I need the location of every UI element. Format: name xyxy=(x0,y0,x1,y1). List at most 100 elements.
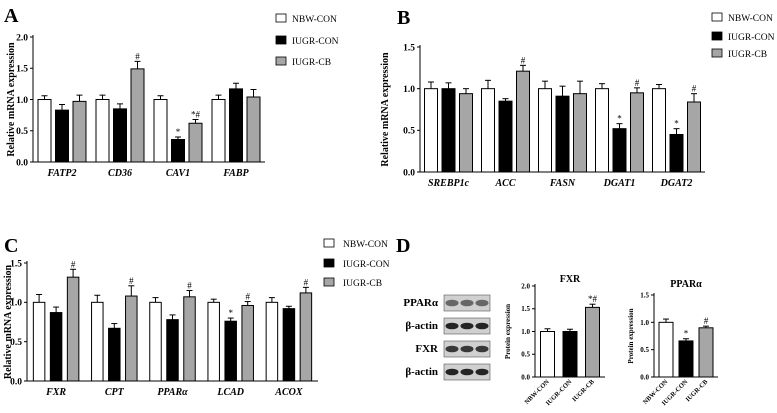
legend-swatch-nbw xyxy=(323,238,335,248)
y-tick-label: 0.5 xyxy=(521,351,530,359)
bar-CD36-NBW-CON xyxy=(95,99,110,163)
significance-mark: * xyxy=(617,114,622,124)
bar-ACOX-IUGR-CON xyxy=(282,308,296,382)
y-tick-label: 2.0 xyxy=(16,33,28,43)
bar-CAV1-IUGR-CB xyxy=(188,122,203,163)
legend-label-cb: IUGR-CB xyxy=(343,279,382,289)
category-label: CPT xyxy=(105,387,125,398)
bar-CAV1-NBW-CON xyxy=(153,99,168,163)
significance-mark: # xyxy=(129,276,134,286)
category-label: FABP xyxy=(222,168,249,179)
bar-FATP2-NBW-CON xyxy=(37,99,52,163)
category-label: LCAD xyxy=(216,387,244,398)
significance-mark: # xyxy=(245,292,250,302)
legend-label-cb: IUGR-CB xyxy=(292,58,331,68)
bar-PPARα-NBW-CON xyxy=(149,301,162,382)
category-label: DGAT1 xyxy=(603,178,636,189)
category-label: FATP2 xyxy=(46,168,76,179)
western-blot: PPARα β-actin FXR β-actin xyxy=(403,294,491,381)
y-tick-label: 0.5 xyxy=(640,346,649,354)
significance-mark: # xyxy=(71,259,76,269)
bar-DGAT2-IUGR-CB xyxy=(687,101,701,173)
bar-ACC-IUGR-CON xyxy=(498,100,513,173)
significance-mark: # xyxy=(304,277,309,287)
y-axis-label: Relative mRNA expression xyxy=(6,42,17,157)
chart-title: PPARα xyxy=(670,279,702,290)
panel-letter: D xyxy=(396,235,410,257)
blot-band xyxy=(460,322,474,330)
bar-FASN-IUGR-CB xyxy=(573,93,587,173)
y-axis-label: Protein expression xyxy=(627,308,635,363)
significance-mark: # xyxy=(692,84,697,94)
y-tick-label: 1.5 xyxy=(10,259,22,269)
chart-title: FXR xyxy=(560,274,581,285)
bar-FASN-IUGR-CON xyxy=(555,95,570,173)
y-tick-label: 0.0 xyxy=(640,373,649,381)
legend-label-iugr: IUGR-CON xyxy=(728,33,775,43)
y-tick-label: 1.0 xyxy=(640,319,649,327)
blot-band xyxy=(445,299,459,307)
legend-label-nbw: NBW-CON xyxy=(728,14,773,24)
bar-FXR-NBW-CON xyxy=(32,301,46,382)
significance-mark: # xyxy=(521,55,526,65)
y-tick-label: 1.5 xyxy=(16,65,28,75)
category-label: IUGR-CB xyxy=(571,378,596,403)
bar-PPARα-IUGR-CON xyxy=(166,319,179,382)
blot-band xyxy=(445,345,459,353)
legend-panel-b: NBW-CON IUGR-CON IUGR-CB xyxy=(711,12,775,60)
y-tick-label: 0.0 xyxy=(16,158,28,168)
legend-panel-c: NBW-CON IUGR-CON IUGR-CB xyxy=(323,238,390,289)
significance-mark: * xyxy=(684,329,689,339)
y-tick-label: 1.5 xyxy=(640,291,649,299)
blot-band xyxy=(460,345,474,353)
legend-panel-a: NBW-CON IUGR-CON IUGR-CB xyxy=(275,13,339,68)
blot-band xyxy=(445,368,459,376)
legend-swatch-cb xyxy=(275,56,287,66)
bar-SREBP1c-NBW-CON xyxy=(424,88,438,173)
bar-NBW-CON xyxy=(658,321,674,378)
bar-DGAT2-IUGR-CON xyxy=(669,134,684,173)
bar-ACOX-IUGR-CB xyxy=(299,292,313,382)
blot-band xyxy=(475,322,489,330)
significance-mark: * xyxy=(674,119,679,129)
legend-swatch-nbw xyxy=(711,12,723,22)
legend-label-cb: IUGR-CB xyxy=(728,50,767,60)
bar-ACC-NBW-CON xyxy=(481,88,495,173)
blot-label-fxr: FXR xyxy=(415,343,439,355)
bar-IUGR-CB xyxy=(585,306,600,378)
bar-IUGR-CON xyxy=(678,340,694,378)
panel-letter: C xyxy=(4,235,18,257)
y-tick-label: 1.0 xyxy=(403,85,415,95)
y-tick-label: 2.0 xyxy=(521,282,530,290)
bar-FASN-NBW-CON xyxy=(538,88,552,173)
bar-FXR-IUGR-CB xyxy=(66,276,80,382)
significance-mark: # xyxy=(635,78,640,88)
bar-ACOX-NBW-CON xyxy=(265,301,279,382)
bar-CPT-NBW-CON xyxy=(91,301,104,382)
blot-label-ppara: PPARα xyxy=(403,297,439,309)
bar-FXR-IUGR-CON xyxy=(49,312,63,382)
bar-FATP2-IUGR-CON xyxy=(55,109,69,163)
y-tick-label: 0.5 xyxy=(10,338,22,348)
bar-DGAT1-NBW-CON xyxy=(595,88,609,173)
legend-swatch-iugr xyxy=(711,31,723,41)
bar-CAV1-IUGR-CON xyxy=(171,139,185,163)
legend-swatch-cb xyxy=(711,48,723,58)
bar-DGAT1-IUGR-CB xyxy=(630,92,644,173)
bar-DGAT1-IUGR-CON xyxy=(612,128,627,173)
y-tick-label: 0.5 xyxy=(16,127,28,137)
legend-swatch-nbw xyxy=(275,13,287,23)
blot-strips xyxy=(443,294,491,381)
category-label: DGAT2 xyxy=(660,178,693,189)
category-label: FASN xyxy=(549,178,576,189)
bar-PPARα-IUGR-CB xyxy=(183,296,196,382)
blot-band xyxy=(445,322,459,330)
significance-mark: *# xyxy=(191,110,201,120)
bar-LCAD-NBW-CON xyxy=(207,301,220,382)
panel-b: B 0.0 0.5 1.0 1.5 Relative mRNA expression SRE… xyxy=(380,7,705,189)
y-tick-label: 1.0 xyxy=(10,299,22,309)
